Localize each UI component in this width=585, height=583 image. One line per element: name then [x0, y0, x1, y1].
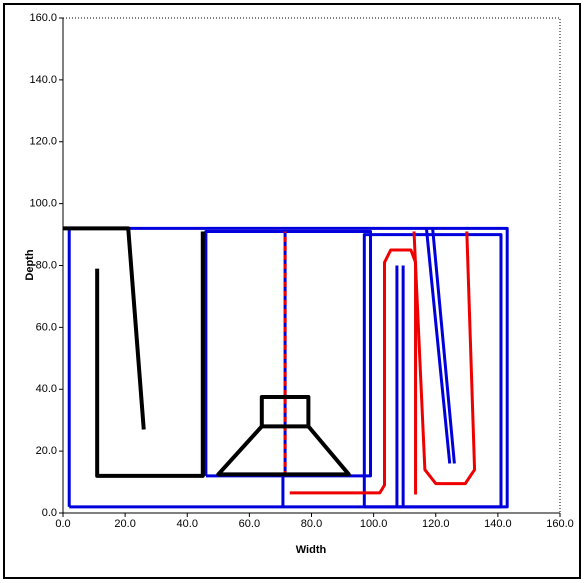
y-tick-label: 160.0	[29, 12, 57, 24]
series-line	[95, 231, 205, 478]
y-tick-label: 20.0	[36, 445, 57, 457]
x-tick-label: 80.0	[301, 518, 322, 530]
x-tick-label: 100.0	[360, 518, 388, 530]
series-line	[424, 228, 452, 464]
y-tick-label: 60.0	[36, 321, 57, 333]
series-line	[67, 226, 509, 509]
x-tick-label: 140.0	[484, 518, 512, 530]
plot-border	[63, 17, 561, 513]
series-line	[63, 226, 146, 430]
series-line	[362, 233, 503, 509]
series-line	[216, 425, 351, 477]
x-tick-label: 0.0	[55, 518, 70, 530]
series-line	[204, 229, 373, 478]
x-tick-label: 160.0	[546, 518, 574, 530]
y-tick-label: 100.0	[29, 198, 57, 210]
y-tick-label: 0.0	[42, 507, 57, 519]
x-tick-label: 60.0	[239, 518, 260, 530]
frame	[3, 3, 581, 579]
x-axis-title: Width	[296, 544, 327, 556]
y-axis-title: Depth	[24, 249, 36, 280]
x-tick-label: 120.0	[422, 518, 450, 530]
series-line	[412, 231, 477, 486]
y-tick-label: 40.0	[36, 383, 57, 395]
y-tick-label: 80.0	[36, 259, 57, 271]
y-tick-label: 140.0	[29, 74, 57, 86]
x-tick-label: 40.0	[177, 518, 198, 530]
series-line	[431, 228, 456, 464]
y-tick-label: 120.0	[29, 136, 57, 148]
x-tick-label: 20.0	[114, 518, 135, 530]
series-line	[259, 394, 311, 429]
